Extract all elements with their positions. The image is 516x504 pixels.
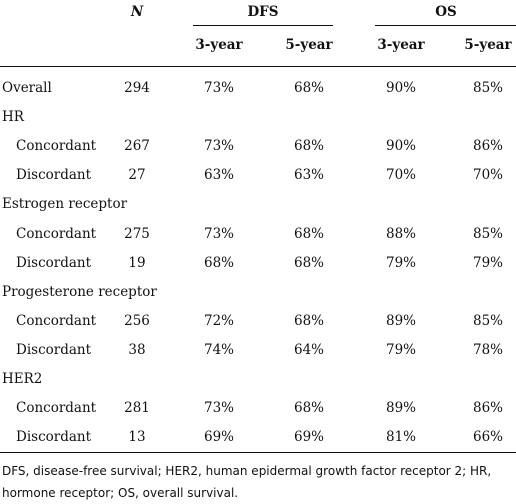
cell: 68% (293, 80, 325, 96)
cell: 73% (203, 80, 235, 96)
cell: 90% (385, 138, 417, 155)
column-header: 3-year (195, 37, 243, 53)
cell: 79% (385, 341, 417, 358)
cell: 256 (124, 312, 150, 329)
cell: 89% (385, 312, 417, 329)
cell: 73% (203, 400, 235, 417)
footnote: DFS, disease-free survival; HER2, human … (2, 464, 492, 500)
cell: 294 (124, 80, 150, 96)
cell: 267 (124, 138, 150, 155)
rule (375, 25, 516, 26)
column-header: 5-year (464, 37, 512, 53)
group-label: HER2 (2, 371, 43, 387)
group-label: HR (2, 109, 24, 126)
cell: 78% (472, 341, 504, 358)
cell: 68% (293, 138, 325, 155)
group-label: Estrogen receptor (2, 196, 128, 213)
group-header: DFS (247, 4, 279, 20)
cell: 74% (203, 341, 235, 358)
column-header: 3-year (377, 37, 425, 53)
cell: 13 (128, 429, 146, 446)
cell: 69% (203, 429, 235, 446)
cell: 68% (293, 400, 325, 417)
cell: 70% (385, 167, 417, 184)
cell: 68% (293, 225, 325, 242)
row-label: Concordant (16, 138, 97, 155)
cell: 69% (293, 429, 325, 446)
group-label: Progesterone receptor (2, 283, 157, 300)
row-label: Discordant (16, 167, 92, 184)
cell: 73% (203, 138, 235, 155)
rule (193, 25, 333, 26)
row-label: Discordant (16, 341, 92, 358)
cell: 281 (124, 400, 150, 417)
cell: 73% (203, 225, 235, 242)
row-label: Overall (2, 80, 52, 96)
cell: 68% (203, 254, 235, 271)
cell: 66% (472, 429, 504, 446)
n-header: N (130, 4, 144, 20)
cell: 63% (203, 167, 235, 184)
cell: 79% (472, 254, 504, 271)
group-header: OS (435, 4, 457, 20)
cell: 72% (203, 312, 235, 329)
cell: 86% (472, 138, 504, 155)
cell: 70% (472, 167, 504, 184)
cell: 68% (293, 312, 325, 329)
row-label: Concordant (16, 400, 97, 417)
cell: 64% (293, 341, 325, 358)
cell: 88% (385, 225, 417, 242)
cell: 89% (385, 400, 417, 417)
rule (0, 66, 516, 67)
cell: 79% (385, 254, 417, 271)
cell: 27 (128, 167, 146, 184)
row-label: Discordant (16, 254, 92, 271)
cell: 81% (385, 429, 417, 446)
cell: 85% (472, 80, 504, 96)
column-header: 5-year (285, 37, 333, 53)
row-label: Discordant (16, 429, 92, 446)
cell: 90% (385, 80, 417, 96)
rule (0, 452, 516, 453)
cell: 275 (124, 225, 150, 242)
cell: 68% (293, 254, 325, 271)
row-label: Concordant (16, 225, 97, 242)
cell: 85% (472, 225, 504, 242)
cell: 86% (472, 400, 504, 417)
cell: 38 (128, 341, 146, 358)
row-label: Concordant (16, 312, 97, 329)
cell: 19 (128, 254, 146, 271)
cell: 63% (293, 167, 325, 184)
cell: 85% (472, 312, 504, 329)
